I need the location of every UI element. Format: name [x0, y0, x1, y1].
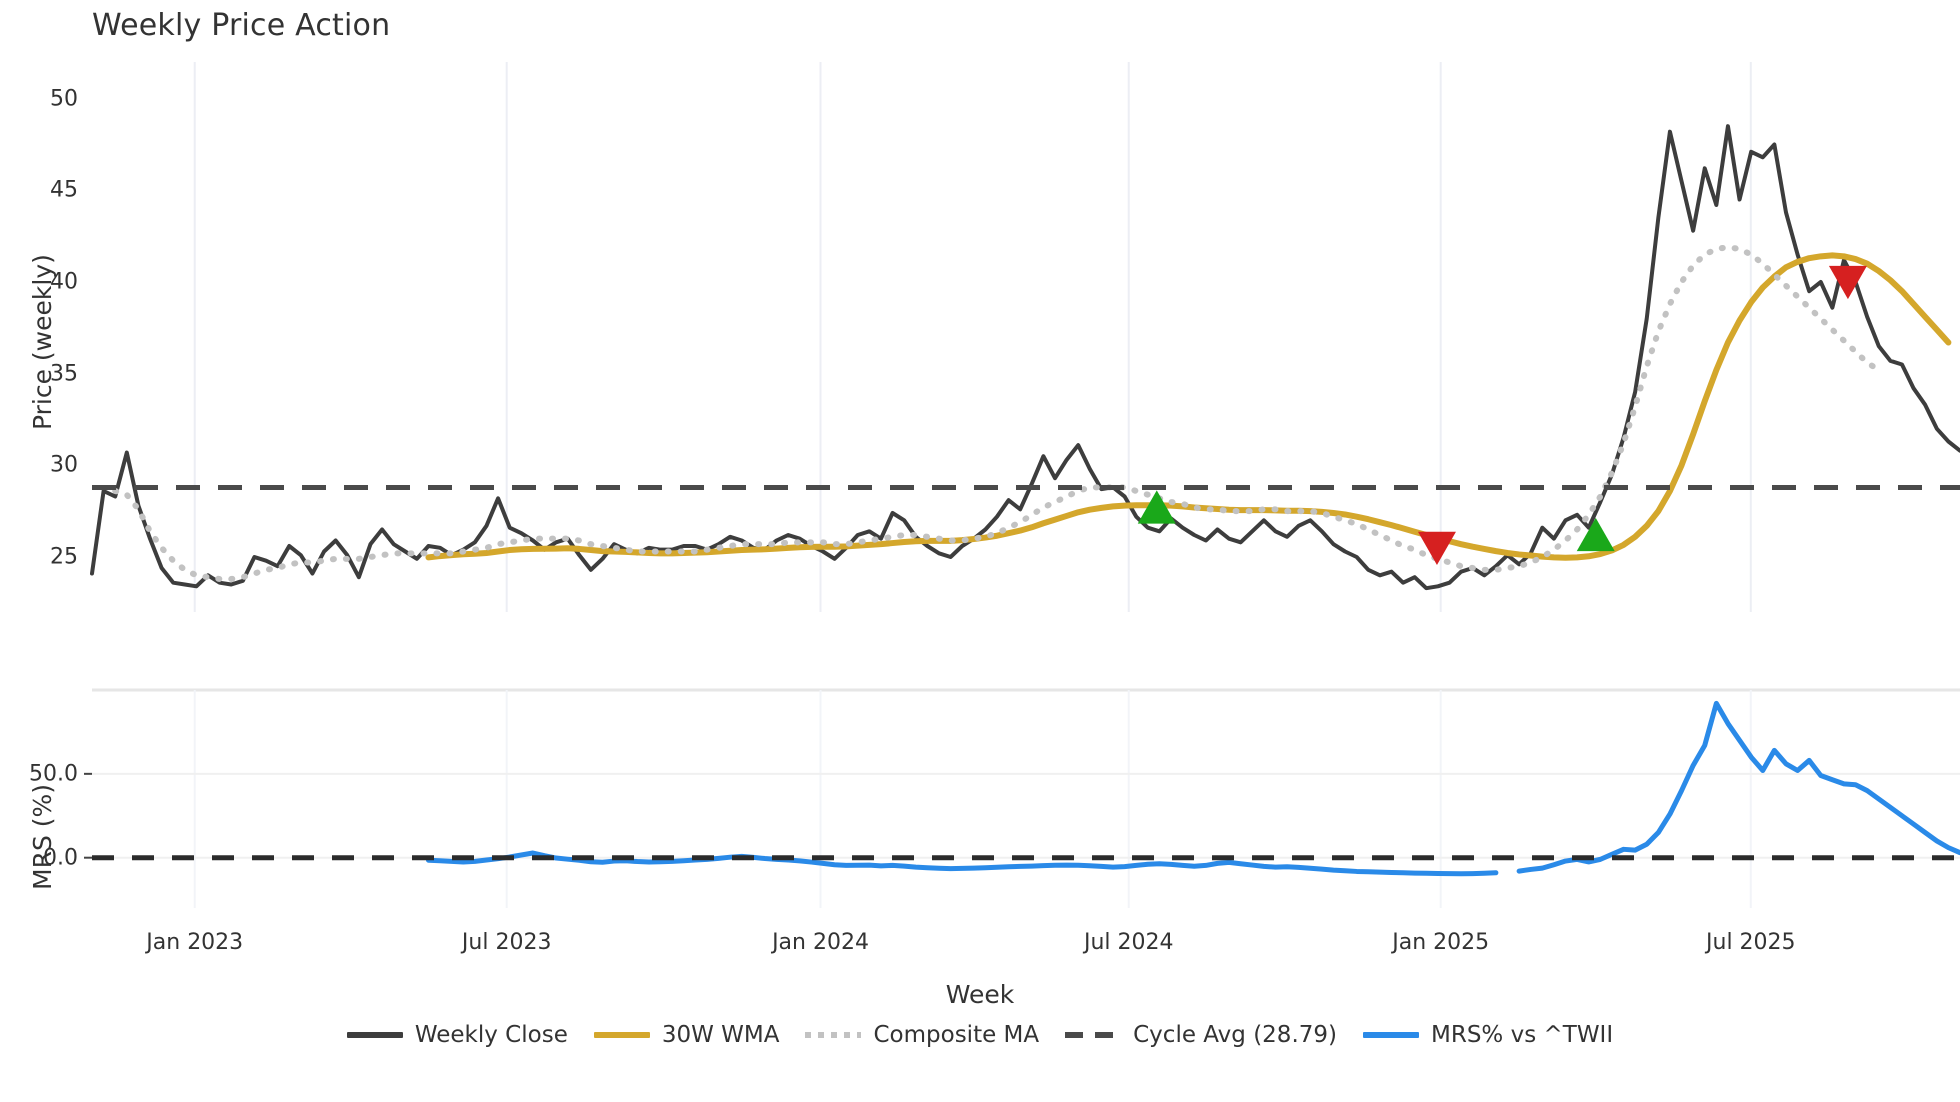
mrs-panel-bg [92, 690, 1960, 908]
chart-legend: Weekly Close 30W WMA Composite MA Cycle Avg… [0, 1022, 1960, 1048]
legend-item-weekly-close[interactable]: Weekly Close [346, 1022, 568, 1048]
legend-label: MRS% vs ^TWII [1431, 1022, 1614, 1048]
series-line-composite-ma [112, 244, 1882, 582]
legend-label: Composite MA [873, 1022, 1040, 1048]
price-ytick-3: 40 [50, 269, 78, 295]
xtick-5: Jul 2025 [1706, 930, 1796, 955]
legend-swatch-icon [346, 1024, 403, 1046]
sell-signal-marker-1[interactable] [1417, 531, 1456, 565]
price-ytick-1: 30 [50, 452, 78, 478]
price-ytick-2: 35 [50, 361, 78, 387]
series-line-mrs-vs-twii [425, 700, 1960, 877]
legend-label: Weekly Close [414, 1022, 568, 1048]
legend-swatch-icon [805, 1024, 862, 1046]
mrs-ytick-1: 50.0 [29, 761, 78, 787]
legend-swatch-icon [1363, 1024, 1419, 1046]
legend-item-mrs-vs-twii[interactable]: MRS% vs ^TWII [1363, 1022, 1613, 1048]
price-ytick-0: 25 [50, 544, 78, 570]
chart-title: Weekly Price Action [92, 8, 391, 43]
xtick-0: Jan 2023 [146, 930, 244, 955]
xtick-3: Jul 2024 [1083, 930, 1174, 955]
legend-label: 30W WMA [661, 1022, 780, 1048]
series-line-weekly-close [90, 124, 1960, 591]
buy-signal-marker-2[interactable] [1576, 517, 1615, 552]
xtick-1: Jul 2023 [461, 930, 552, 955]
legend-swatch-icon [593, 1024, 650, 1046]
legend-item-cycle-avg-28-79[interactable]: Cycle Avg (28.79) [1065, 1022, 1337, 1048]
mrs-ytick-0: 0.0 [43, 845, 78, 871]
xtick-2: Jan 2024 [772, 930, 869, 955]
xtick-4: Jan 2025 [1392, 930, 1490, 955]
sell-signal-marker-3[interactable] [1828, 265, 1867, 300]
legend-item-composite-ma[interactable]: Composite MA [805, 1022, 1039, 1048]
x-axis-label: Week [945, 980, 1015, 1009]
buy-signal-marker-0[interactable] [1137, 490, 1176, 524]
price-ytick-4: 45 [50, 177, 78, 203]
legend-item-30w-wma[interactable]: 30W WMA [593, 1022, 780, 1048]
legend-label: Cycle Avg (28.79) [1133, 1022, 1337, 1048]
legend-swatch-icon [1065, 1024, 1122, 1046]
price-ytick-5: 50 [50, 86, 78, 112]
